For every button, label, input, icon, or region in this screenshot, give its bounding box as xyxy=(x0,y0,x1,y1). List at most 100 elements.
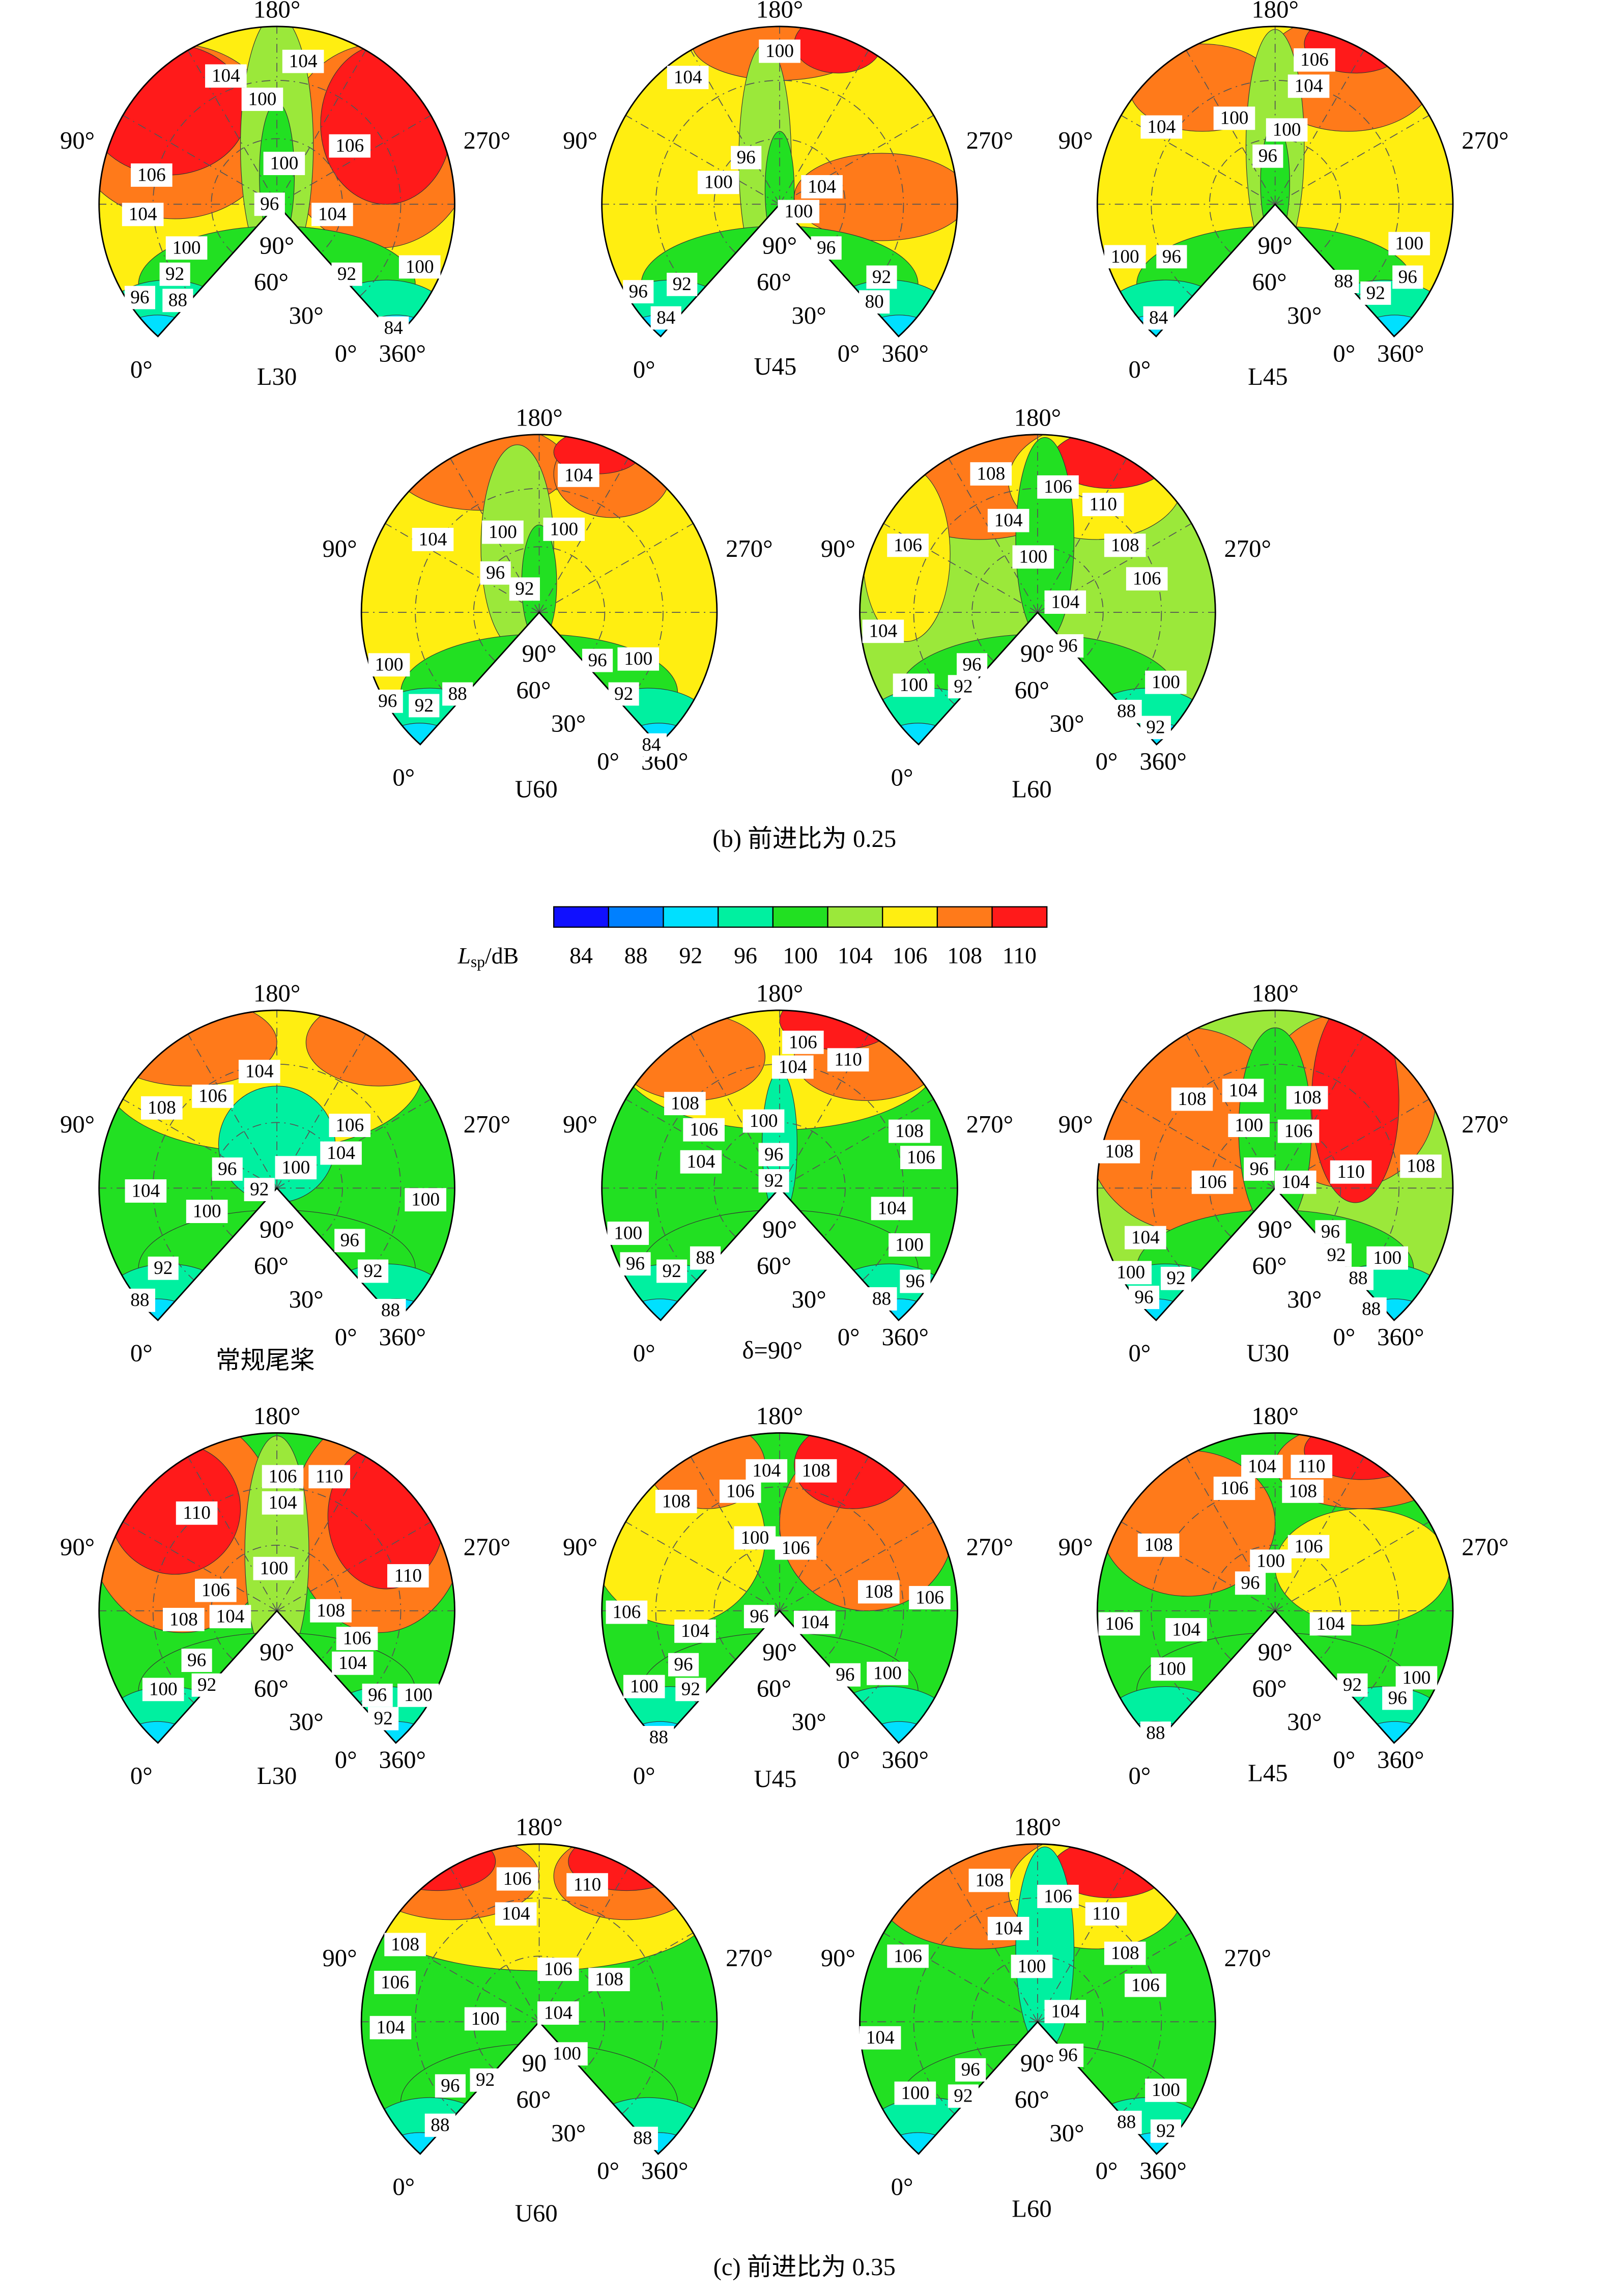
contour-label: 100 xyxy=(193,1201,221,1222)
contour-label-box xyxy=(1342,1266,1373,1290)
angle-label: 270° xyxy=(464,127,510,154)
contour-label-box xyxy=(1315,1220,1346,1244)
contour-label-box xyxy=(262,1491,304,1515)
contour-label-box xyxy=(181,1649,212,1672)
contour-label-box xyxy=(1011,1954,1053,1978)
contour-label: 100 xyxy=(614,1223,642,1243)
contour-label: 100 xyxy=(1152,672,1180,693)
contour-label: 96 xyxy=(218,1158,237,1179)
contour-label-box xyxy=(1104,245,1146,269)
polar-grid xyxy=(539,523,694,613)
contour-label: 106 xyxy=(1105,1613,1133,1634)
contour-label-box xyxy=(480,561,511,585)
contour-label-box xyxy=(244,1178,275,1202)
colorbar-label-part: sp xyxy=(471,953,485,971)
contour-label: 106 xyxy=(1133,569,1161,589)
contour-label: 104 xyxy=(212,66,240,87)
angle-label: 180° xyxy=(253,0,300,23)
contour-label: 92 xyxy=(954,2086,972,2107)
contour-label: 100 xyxy=(1117,1262,1145,1283)
contour-label: 96 xyxy=(626,1254,645,1274)
contour-label-box xyxy=(987,1917,1029,1940)
angle-label: 60° xyxy=(516,2086,551,2113)
contour-label: 100 xyxy=(765,41,794,62)
contour-label-box xyxy=(683,1118,725,1142)
contour-label: 108 xyxy=(317,1600,345,1621)
angle-label: 90° xyxy=(60,127,95,154)
angle-label: 0° xyxy=(335,1746,357,1774)
contour-label-box xyxy=(1145,670,1187,694)
colorbar-tick-label: 84 xyxy=(569,942,593,968)
angle-label: 0° xyxy=(335,1323,357,1351)
contour-label-box xyxy=(859,290,890,314)
panel-outline xyxy=(859,434,1216,746)
contour-label-box xyxy=(1392,265,1423,289)
contour-label: 96 xyxy=(368,1685,387,1706)
contour-label: 100 xyxy=(750,1111,778,1131)
contour-label-box xyxy=(1388,232,1430,256)
contour-label-box xyxy=(496,1867,538,1891)
contour-label: 104 xyxy=(674,67,702,88)
contour-label-box xyxy=(435,2074,466,2098)
contour-label: 96 xyxy=(1321,1222,1340,1242)
contour-label: 106 xyxy=(1044,476,1072,497)
contour-label: 88 xyxy=(168,290,187,311)
contour-label: 104 xyxy=(1295,76,1323,97)
contour-label: 96 xyxy=(962,655,981,675)
contour-label-box xyxy=(282,49,324,73)
contour-label: 100 xyxy=(1256,1551,1285,1572)
contour-label: 100 xyxy=(375,655,404,675)
contour-label-box xyxy=(1328,270,1359,293)
contour-label-box xyxy=(955,2058,986,2082)
contour-label: 88 xyxy=(1362,1298,1381,1319)
contour-label-box xyxy=(329,1114,371,1138)
contour-label: 96 xyxy=(378,691,397,712)
angle-label: 0° xyxy=(1333,339,1355,367)
angle-label: 0° xyxy=(597,2157,619,2185)
contour-label-box xyxy=(650,306,681,330)
contour-label-box xyxy=(987,508,1029,532)
angle-label: 180° xyxy=(1014,1813,1061,1840)
contour-label-box xyxy=(362,1683,393,1707)
contour-label-box xyxy=(334,1229,365,1253)
contour-label-box xyxy=(968,1868,1011,1892)
contour-label: 88 xyxy=(1117,2112,1136,2133)
contour-label-box xyxy=(148,1256,179,1280)
contour-label: 108 xyxy=(975,1870,1004,1891)
angle-label: 30° xyxy=(551,2119,586,2147)
contour-label: 106 xyxy=(335,135,364,156)
contour-label: 100 xyxy=(173,238,201,259)
contour-label: 106 xyxy=(782,1538,810,1558)
angle-label: 270° xyxy=(1224,1944,1271,1972)
contour-label: 100 xyxy=(270,153,298,174)
contour-label-box xyxy=(368,1707,399,1731)
contour-label: 104 xyxy=(752,1460,781,1481)
contour-label-box xyxy=(1191,1170,1234,1194)
angle-label: 0° xyxy=(335,339,357,367)
contour-label: 88 xyxy=(1117,701,1136,722)
contour-label-box xyxy=(358,1259,389,1283)
colorbar-tick-label: 92 xyxy=(679,942,702,968)
panel-name: L45 xyxy=(1248,363,1287,390)
panel-outline xyxy=(360,1843,718,2155)
contour-label: 106 xyxy=(503,1868,532,1889)
panel-outline xyxy=(601,1009,958,1321)
colorbar-tick-label: 96 xyxy=(734,942,757,968)
contour-label: 108 xyxy=(1111,535,1139,556)
contour-label: 96 xyxy=(750,1606,768,1627)
colorbar-box xyxy=(772,906,828,928)
contour-label-box xyxy=(254,192,285,216)
contour-label: 96 xyxy=(486,562,505,583)
contour-label-box xyxy=(1150,2119,1181,2143)
contour-label: 96 xyxy=(1398,267,1417,288)
contour-label-box xyxy=(1321,1243,1352,1267)
panel-outline xyxy=(98,1009,455,1321)
contour-label-box xyxy=(482,520,524,544)
angle-label: 90° xyxy=(821,1944,855,1972)
contour-label: 92 xyxy=(250,1179,269,1200)
contour-label: 104 xyxy=(681,1621,709,1641)
contour-label-box xyxy=(1044,2000,1086,2024)
contour-label-box xyxy=(793,1610,836,1634)
contour-label: 100 xyxy=(1152,2080,1180,2101)
